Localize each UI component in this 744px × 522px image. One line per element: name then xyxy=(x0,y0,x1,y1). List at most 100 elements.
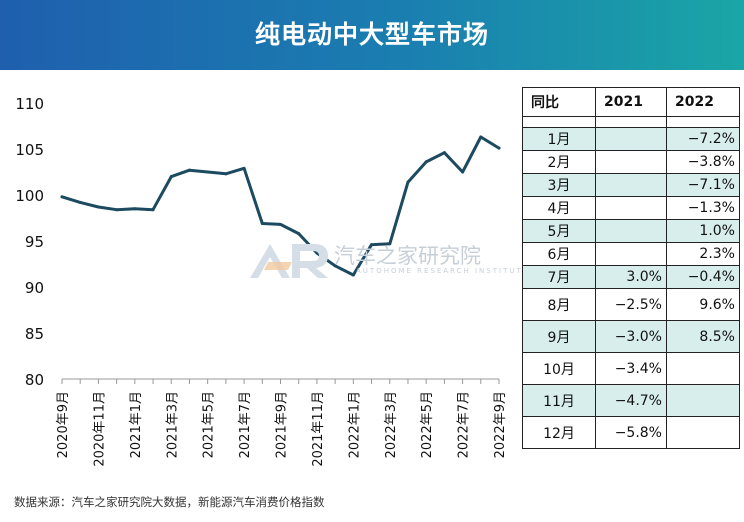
y-tick-label: 90 xyxy=(25,279,44,297)
month-cell: 5月 xyxy=(522,219,596,243)
table-header-row: 同比 2021 2022 xyxy=(522,87,740,117)
table-row: 2月 −3.8% xyxy=(522,150,740,174)
table-row: 3月 −7.1% xyxy=(522,173,740,197)
data-point xyxy=(370,243,374,247)
x-tick-label: 2021年11月 xyxy=(311,391,326,467)
yoy-2022-cell xyxy=(666,416,740,449)
x-tick-label: 2021年1月 xyxy=(129,391,144,458)
y-tick-label: 95 xyxy=(25,233,44,251)
data-source-note: 数据来源：汽车之家研究院大数据，新能源汽车消费价格指数 xyxy=(14,495,325,509)
yoy-2022-cell: 9.6% xyxy=(666,288,740,321)
data-point xyxy=(279,222,282,226)
table-row: 9月 −3.0% 8.5% xyxy=(522,320,740,353)
data-point xyxy=(206,170,210,174)
month-cell: 6月 xyxy=(522,242,596,266)
yoy-2022-cell: −1.3% xyxy=(666,196,740,220)
x-tick-label: 2022年3月 xyxy=(384,391,399,458)
table-row: 6月 2.3% xyxy=(522,242,740,266)
x-tick-label: 2021年7月 xyxy=(238,391,253,458)
table-row: 12月 −5.8% xyxy=(522,416,740,449)
yoy-2022-cell: 8.5% xyxy=(666,320,740,353)
month-cell: 10月 xyxy=(522,352,596,385)
y-axis: 80 85 90 95 100 105 110 xyxy=(15,95,44,389)
month-cell: 12月 xyxy=(522,416,596,449)
yoy-2022-cell xyxy=(666,384,740,417)
x-axis: 2020年9月 2020年11月 2021年1月 2021年3月 2021年5月 2021… xyxy=(56,378,508,467)
watermark: 汽车之家研究院 AUTOHOME RESEARCH INSTITUTE xyxy=(248,236,527,286)
data-point xyxy=(96,205,100,209)
yoy-2021-cell: −3.0% xyxy=(595,320,667,353)
yoy-table: 同比 2021 2022 1月 −7.2% 2月 −3.8% 3月 −7.1% 4月 −1.3% 5月… xyxy=(522,87,740,449)
month-cell: 2月 xyxy=(522,150,596,174)
data-point xyxy=(169,175,173,179)
table-header-cell: 同比 xyxy=(522,87,596,117)
data-point xyxy=(388,242,392,246)
month-cell: 8月 xyxy=(522,288,596,321)
data-point xyxy=(351,273,355,277)
month-cell: 1月 xyxy=(522,127,596,151)
yoy-2022-cell: −0.4% xyxy=(666,265,740,289)
data-point xyxy=(60,195,64,199)
yoy-2022-cell xyxy=(666,352,740,385)
yoy-2022-cell: −7.1% xyxy=(666,173,740,197)
x-tick-label: 2021年9月 xyxy=(275,391,290,458)
x-tick-label: 2020年11月 xyxy=(92,391,107,467)
watermark-text-cn: 汽车之家研究院 xyxy=(334,244,481,268)
yoy-2022-cell: 1.0% xyxy=(666,219,740,243)
yoy-2021-cell xyxy=(595,219,667,243)
table-row: 7月 3.0% −0.4% xyxy=(522,265,740,289)
data-point xyxy=(115,208,119,212)
table-spacer-cell xyxy=(595,116,667,128)
x-tick-label: 2022年5月 xyxy=(420,391,435,458)
yoy-table-body: 同比 2021 2022 1月 −7.2% 2月 −3.8% 3月 −7.1% 4月 −1.3% 5月… xyxy=(522,87,740,449)
table-header-cell: 2022 xyxy=(666,87,740,117)
yoy-2022-cell: 2.3% xyxy=(666,242,740,266)
yoy-2021-cell xyxy=(595,196,667,220)
month-cell: 4月 xyxy=(522,196,596,220)
page-title: 纯电动中大型车市场 xyxy=(254,20,489,49)
x-tick-label: 2021年5月 xyxy=(202,391,217,458)
data-point xyxy=(242,166,246,170)
table-header-cell: 2021 xyxy=(595,87,667,117)
yoy-2021-cell xyxy=(595,127,667,151)
y-tick-label: 105 xyxy=(15,141,44,159)
watermark-text-en: AUTOHOME RESEARCH INSTITUTE xyxy=(356,267,530,275)
table-spacer-cell xyxy=(522,116,596,128)
table-row: 5月 1.0% xyxy=(522,219,740,243)
yoy-2021-cell: −5.8% xyxy=(595,416,667,449)
data-point xyxy=(297,232,301,236)
line-chart: 80 85 90 95 100 105 110 2020年9月 2020年11月 2021年1月… xyxy=(15,95,508,467)
yoy-2021-cell: 3.0% xyxy=(595,265,667,289)
month-cell: 9月 xyxy=(522,320,596,353)
x-tick-label: 2021年3月 xyxy=(165,391,180,458)
yoy-2021-cell: −4.7% xyxy=(595,384,667,417)
y-tick-label: 80 xyxy=(25,371,44,389)
watermark-logo-icon xyxy=(250,244,328,278)
y-tick-label: 110 xyxy=(15,95,44,113)
data-point xyxy=(333,264,337,268)
data-point xyxy=(406,180,410,184)
data-point xyxy=(260,222,264,226)
x-tick-label: 2022年9月 xyxy=(493,391,508,458)
y-tick-label: 85 xyxy=(25,325,44,343)
x-tick-label: 2020年9月 xyxy=(56,391,71,458)
table-spacer-cell xyxy=(666,116,740,128)
title-banner: 纯电动中大型车市场 xyxy=(0,0,744,70)
yoy-2022-cell: −7.2% xyxy=(666,127,740,151)
table-spacer-row xyxy=(522,116,740,128)
yoy-2021-cell: −3.4% xyxy=(595,352,667,385)
table-row: 8月 −2.5% 9.6% xyxy=(522,288,740,321)
data-point xyxy=(151,208,155,212)
data-point xyxy=(479,135,483,139)
month-cell: 11月 xyxy=(522,384,596,417)
data-point xyxy=(497,146,501,150)
table-row: 4月 −1.3% xyxy=(522,196,740,220)
month-cell: 7月 xyxy=(522,265,596,289)
table-row: 10月 −3.4% xyxy=(522,352,740,385)
series-layer xyxy=(60,135,501,277)
data-point xyxy=(424,160,428,164)
yoy-2021-cell: −2.5% xyxy=(595,288,667,321)
yoy-2021-cell xyxy=(595,150,667,174)
x-tick-label: 2022年1月 xyxy=(347,391,362,458)
table-row: 1月 −7.2% xyxy=(522,127,740,151)
